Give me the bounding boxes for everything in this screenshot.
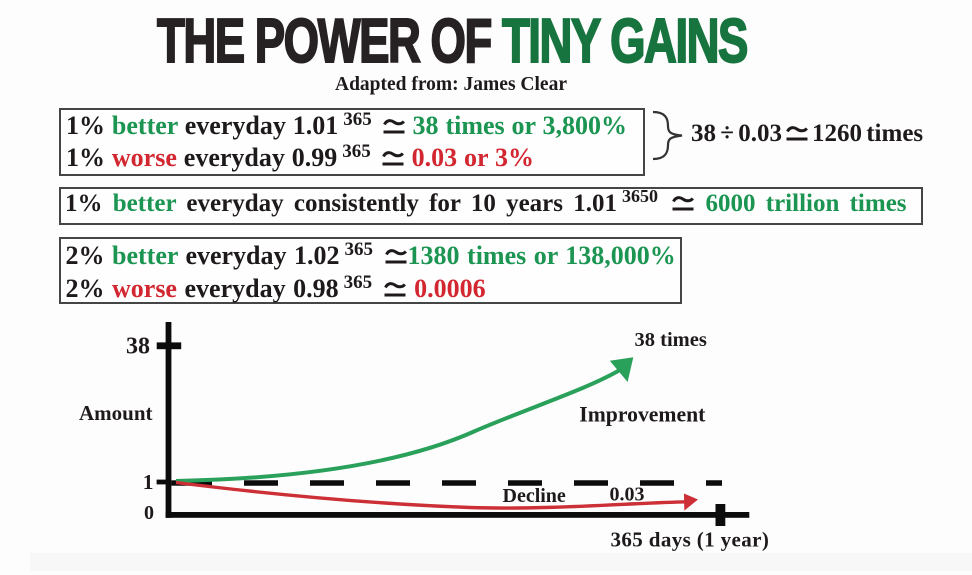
- svg-text:Improvement: Improvement: [579, 403, 706, 427]
- svg-text:Decline: Decline: [503, 485, 566, 507]
- svg-text:0.03: 0.03: [610, 484, 645, 506]
- svg-text:0: 0: [144, 502, 154, 524]
- svg-text:365 days (1 year): 365 days (1 year): [611, 528, 770, 552]
- svg-text:1: 1: [143, 470, 154, 494]
- svg-text:38: 38: [126, 333, 150, 359]
- svg-text:Amount: Amount: [79, 401, 153, 425]
- svg-text:38 times: 38 times: [635, 329, 707, 351]
